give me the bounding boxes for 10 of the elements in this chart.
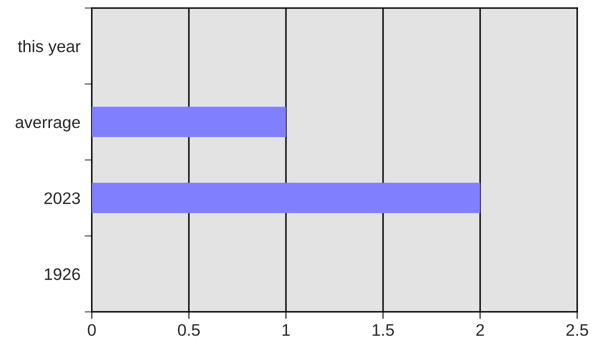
x-tick-label: 1.5: [372, 324, 394, 336]
x-tick-label: 2: [476, 324, 484, 336]
y-tick-label: averrage: [16, 119, 80, 132]
x-tick-label: 0.5: [178, 324, 200, 336]
x-tick-label: 2.5: [566, 324, 588, 336]
y-tick-label: this year: [18, 40, 80, 56]
x-tick-label: 0: [88, 324, 96, 336]
y-tick-label: 2023: [44, 192, 80, 204]
x-tick-label: 1: [282, 324, 290, 336]
y-tick-label: 1926: [44, 268, 80, 280]
